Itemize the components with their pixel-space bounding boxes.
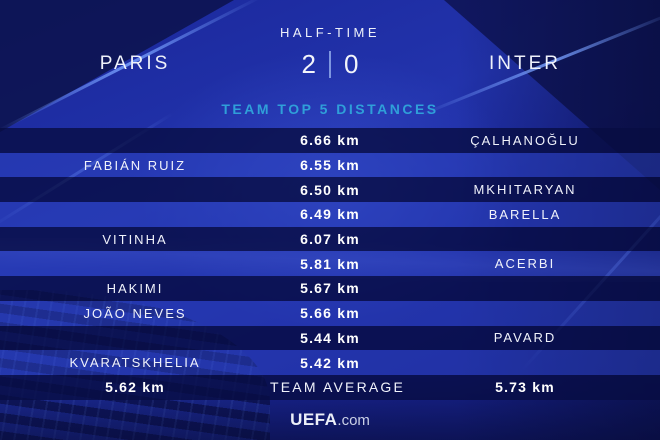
away-player: MKHITARYAN	[473, 182, 577, 198]
table-row: 5.81 km ACERBI	[0, 251, 660, 277]
table-row: JOÃO NEVES 5.66 km	[0, 300, 660, 326]
distance-value: 6.66 km	[300, 132, 360, 149]
table-row: 6.66 km ÇALHANOĞLU	[0, 128, 660, 153]
home-team-average: 5.62 km	[105, 379, 165, 396]
stage-label: HALF-TIME	[279, 25, 381, 40]
home-player: FABIÁN RUIZ	[83, 157, 187, 173]
home-player: VITINHA	[102, 231, 168, 247]
home-score: 2	[301, 49, 316, 79]
uefa-logo-text: UEFA	[290, 410, 338, 429]
away-team-name: INTER	[489, 53, 561, 74]
distance-value: 5.67 km	[300, 280, 360, 297]
home-player: KVARATSKHELIA	[69, 355, 201, 371]
away-team-average: 5.73 km	[495, 379, 555, 396]
distance-value: 5.81 km	[300, 255, 360, 272]
table-row: VITINHA 6.07 km	[0, 226, 660, 252]
table-row: HAKIMI 5.67 km	[0, 276, 660, 301]
away-player: ÇALHANOĞLU	[470, 132, 580, 148]
scoreboard: PARIS 2 0 INTER	[0, 47, 660, 81]
score: 2 0	[270, 49, 390, 79]
table-row: KVARATSKHELIA 5.42 km	[0, 350, 660, 375]
table-row: 6.49 km BARELLA	[0, 202, 660, 227]
distances-table: 6.66 km ÇALHANOĞLU FABIÁN RUIZ 6.55 km 6…	[0, 128, 660, 400]
table-row: 6.50 km MKHITARYAN	[0, 177, 660, 203]
table-row: FABIÁN RUIZ 6.55 km	[0, 152, 660, 178]
away-player: BARELLA	[488, 206, 562, 222]
home-player: HAKIMI	[106, 280, 164, 296]
score-divider	[329, 50, 331, 78]
distance-value: 6.07 km	[300, 231, 360, 248]
uefa-com-wordmark: UEFA.com	[0, 410, 660, 430]
distance-value: 5.66 km	[300, 305, 360, 322]
away-score: 0	[344, 49, 359, 79]
away-player: PAVARD	[493, 330, 557, 346]
team-average-row: 5.62 km TEAM AVERAGE 5.73 km	[0, 374, 660, 400]
distance-value: 5.42 km	[300, 354, 360, 371]
distance-value: 6.49 km	[300, 206, 360, 223]
team-average-label: TEAM AVERAGE	[270, 379, 406, 396]
distance-value: 6.50 km	[300, 181, 360, 198]
distance-value: 5.44 km	[300, 329, 360, 346]
home-player: JOÃO NEVES	[83, 305, 187, 321]
table-row: 5.44 km PAVARD	[0, 325, 660, 351]
distance-value: 6.55 km	[300, 157, 360, 174]
section-title: TEAM TOP 5 DISTANCES	[221, 101, 439, 117]
away-player: ACERBI	[494, 256, 556, 272]
home-team-name: PARIS	[99, 53, 171, 74]
uefa-com-suffix: .com	[337, 412, 370, 429]
